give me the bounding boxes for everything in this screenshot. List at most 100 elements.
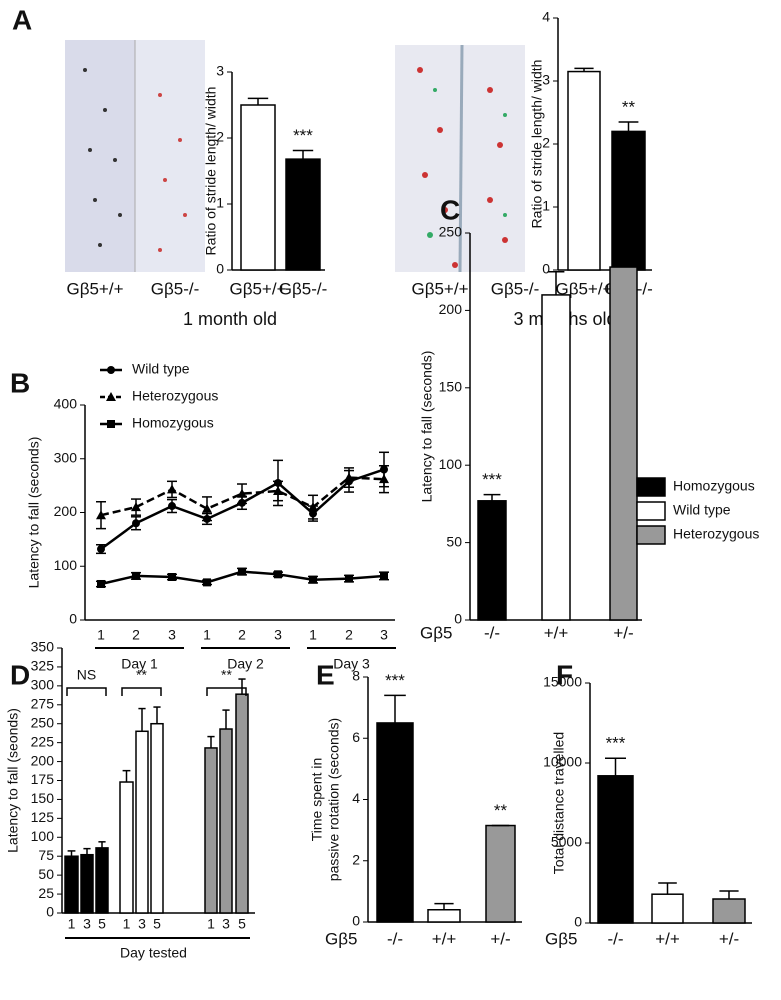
y-axis-label: Latency to fall (seonds) [5,708,21,853]
significance-label: ** [622,97,636,116]
significance-label: ** [494,801,508,820]
x-prefix: Gβ5 [325,929,357,948]
y-tick-label: 0 [46,904,54,920]
y-tick-label: 0 [574,914,582,930]
y-tick-label: 2 [216,129,224,145]
y-tick-label: 100 [31,828,55,844]
x-tick-label: 5 [153,916,161,932]
y-tick-label: 3 [542,72,550,88]
x-tick-label: 3 [168,627,176,643]
significance-label: NS [77,667,96,683]
y-axis-label: Latency to fall (seconds) [419,351,435,503]
marker [344,472,354,482]
y-tick-label: 4 [352,790,360,806]
marker [167,484,177,494]
x-tick-label: 1 [309,627,317,643]
legend-label: Wild type [673,502,731,518]
x-tick-label: 3 [138,916,146,932]
error-bar [238,678,246,695]
x-tick-label: +/+ [432,929,457,948]
marker [202,503,212,513]
bar [651,893,684,924]
y-tick-label: 0 [454,611,462,627]
error-bar [98,841,106,848]
bar [119,781,134,914]
y-tick-label: 4 [542,9,550,25]
series-line [100,476,385,517]
y-tick-label: 300 [31,677,55,693]
x-tick-label: 2 [238,627,246,643]
bar [285,158,321,271]
y-tick-label: 250 [31,714,55,730]
marker [379,474,389,484]
y-tick-label: 50 [446,533,462,549]
panel-letter: C [440,194,460,225]
error-bar [658,882,677,895]
panel-letter: B [10,367,30,398]
legend-swatch [636,477,666,497]
x-tick-label: 5 [98,916,106,932]
y-tick-label: 125 [31,809,55,825]
y-tick-label: 350 [31,639,55,655]
bar [485,824,516,923]
y-tick-label: 2 [542,135,550,151]
error-bar [292,149,314,160]
y-tick-label: 200 [31,752,55,768]
y-tick-label: 3 [216,63,224,79]
x-tick-label: 3 [83,916,91,932]
x-tick-label: +/- [613,623,633,642]
x-tick-label: 1 [203,627,211,643]
y-tick-label: 250 [439,224,463,240]
error-bar [222,709,230,730]
error-bar [67,850,76,857]
bar [80,853,94,914]
bracket [121,687,162,696]
bar [204,747,218,914]
y-tick-label: 50 [38,866,54,882]
y-tick-label: 300 [54,449,78,465]
y-tick-label: 1 [542,198,550,214]
x-tick-label: 5 [238,916,246,932]
y-tick-label: 200 [439,301,463,317]
panel-letter: D [10,659,30,690]
error-bar [153,706,161,724]
x-tick-label: +/+ [544,623,569,642]
error-bar [434,902,454,910]
marker [309,575,317,584]
x-tick-label: 1 [207,916,215,932]
marker [308,502,318,512]
marker [107,366,115,374]
error-bar [618,121,639,132]
x-tick-label: -/- [387,929,403,948]
image-label: Gβ5+/+ [66,279,123,298]
legend-label: Homozygous [132,415,214,431]
footprint-photo [65,40,205,272]
error-bar [207,735,215,748]
y-tick-label: 150 [31,790,55,806]
error-bar [138,707,146,732]
significance-label: ** [221,667,232,683]
x-prefix: Gβ5 [545,929,577,948]
bar [541,294,571,621]
marker [97,545,105,554]
legend-label: Wild type [132,361,190,377]
image-label: Gβ5+/+ [411,279,468,298]
marker [237,488,247,498]
marker [274,570,282,579]
x-tick-label: Gβ5+/+ [229,279,286,298]
y-tick-label: 225 [31,733,55,749]
x-tick-label: Gβ5-/- [279,279,328,298]
y-tick-label: 200 [54,503,78,519]
bar [712,898,746,924]
y-tick-label: 325 [31,658,55,674]
bar [219,728,233,914]
footprint-photo [395,44,525,273]
marker [380,571,388,580]
bar [240,104,276,271]
x-tick-label: 3 [274,627,282,643]
x-tick-label: 3 [380,627,388,643]
x-group-label: Day 2 [227,656,264,672]
y-axis-label: Time spent in [309,758,325,842]
y-tick-label: 5000 [551,834,582,850]
